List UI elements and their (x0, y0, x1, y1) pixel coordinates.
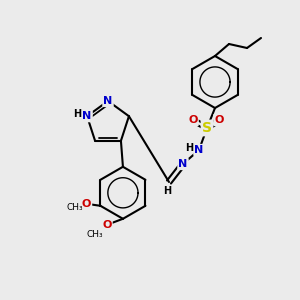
Text: S: S (202, 121, 212, 135)
Text: O: O (188, 115, 198, 125)
Text: H: H (73, 109, 81, 119)
Text: N: N (178, 159, 188, 169)
Text: O: O (82, 199, 91, 209)
Text: H: H (185, 143, 193, 153)
Text: O: O (214, 115, 224, 125)
Text: O: O (102, 220, 112, 230)
Text: N: N (82, 111, 92, 121)
Text: N: N (194, 145, 204, 155)
Text: N: N (103, 96, 112, 106)
Text: H: H (163, 186, 171, 196)
Text: CH₃: CH₃ (66, 203, 83, 212)
Text: CH₃: CH₃ (87, 230, 103, 239)
